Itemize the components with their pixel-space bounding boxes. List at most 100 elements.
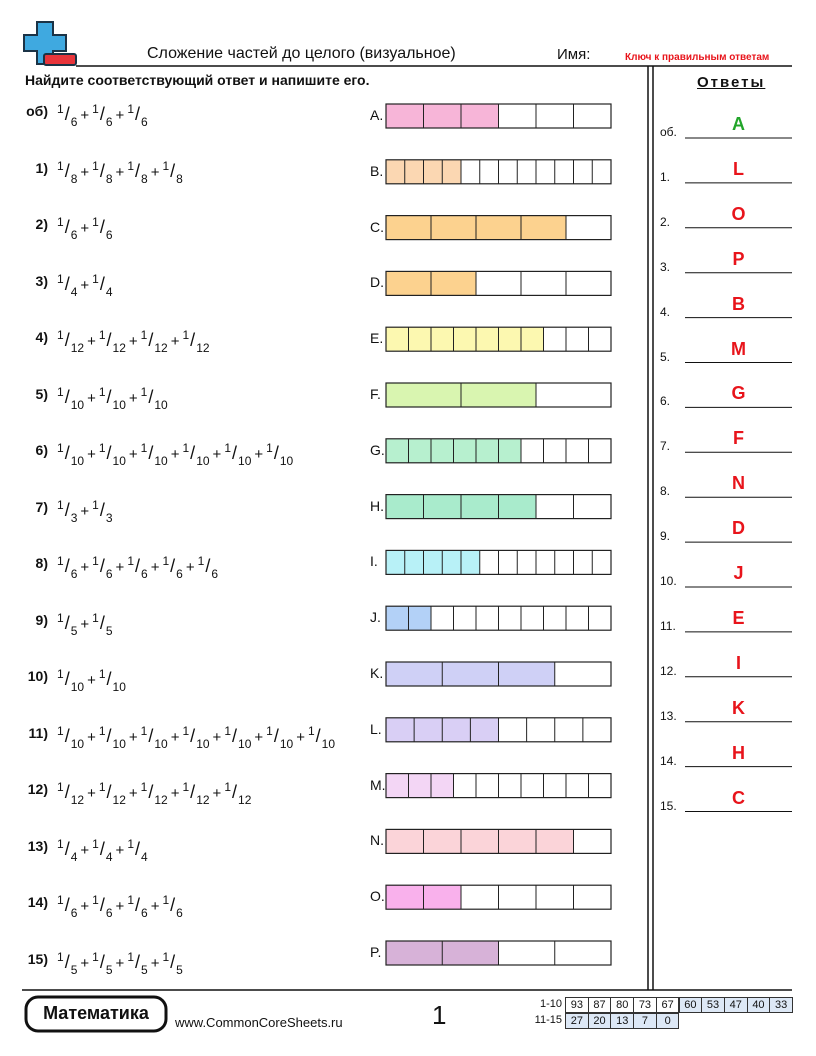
numerator: 1 <box>162 158 170 173</box>
fraction: 1/6 <box>92 890 112 922</box>
denominator: 4 <box>105 849 113 864</box>
fraction: 1/4 <box>57 834 77 866</box>
fraction: 1/8 <box>92 156 112 188</box>
numerator: 1 <box>57 384 64 399</box>
slash: / <box>135 104 141 124</box>
slash: / <box>106 330 112 350</box>
slash: / <box>148 386 154 407</box>
score-cell: 40 <box>746 997 771 1013</box>
answer-label: 9. <box>660 529 671 544</box>
slash: / <box>148 330 154 350</box>
plus: + <box>185 559 195 576</box>
score-cell: 27 <box>565 1013 589 1029</box>
problem-label: 4) <box>35 329 48 345</box>
answer-letter: K <box>732 697 745 718</box>
denominator: 10 <box>154 397 168 412</box>
denominator: 6 <box>141 906 148 920</box>
score-cell: 20 <box>587 1013 612 1029</box>
slash: / <box>135 895 141 915</box>
answer-label: 3. <box>660 259 671 274</box>
problem-label: 15) <box>27 950 48 967</box>
plus: + <box>296 728 305 746</box>
answer-label: 4. <box>660 304 671 319</box>
plus: + <box>170 728 180 746</box>
denominator: 5 <box>70 623 78 638</box>
score-cell: 53 <box>701 997 725 1013</box>
fraction: 1/10 <box>266 721 293 753</box>
slash: / <box>106 443 112 463</box>
answer-label: 12. <box>660 663 677 678</box>
choice-letter: B. <box>370 162 384 179</box>
numerator: 1 <box>182 723 190 738</box>
slash: / <box>106 669 112 689</box>
choice-letter: H. <box>370 497 384 514</box>
shaded-part <box>386 829 574 854</box>
numerator: 1 <box>98 780 106 794</box>
expression: 1/6 +1/6 +1/6 +1/6 <box>57 890 357 922</box>
plus: + <box>87 672 96 689</box>
slash: / <box>135 556 141 576</box>
answer-letter: D <box>732 518 745 539</box>
answer-letter: E <box>732 607 745 628</box>
plus: + <box>115 559 125 576</box>
plus: + <box>80 615 90 633</box>
logo <box>23 21 77 66</box>
numerator: 1 <box>92 215 99 229</box>
numerator: 1 <box>57 215 64 229</box>
expression: 1/10 +1/10 +1/10 <box>57 382 357 414</box>
fraction: 1/12 <box>141 777 168 809</box>
numerator: 1 <box>92 554 99 568</box>
numerator: 1 <box>92 102 99 116</box>
numerator: 1 <box>98 667 106 681</box>
slash: / <box>135 838 141 859</box>
slash: / <box>64 217 70 237</box>
answer-label: 5. <box>660 349 671 364</box>
denominator: 6 <box>105 115 113 129</box>
numerator: 1 <box>98 328 106 342</box>
bar-frame <box>385 270 612 296</box>
numerator: 1 <box>127 836 134 851</box>
slash: / <box>64 330 70 350</box>
expression: 1/3 +1/3 <box>57 495 357 527</box>
fraction: 1/10 <box>99 664 126 696</box>
plus: + <box>80 107 90 124</box>
fraction: 1/10 <box>99 382 126 414</box>
answer-letter: H <box>732 742 745 763</box>
numerator: 1 <box>92 271 99 286</box>
answer-label: 1. <box>660 169 671 184</box>
slash: / <box>170 556 176 576</box>
denominator: 10 <box>70 680 85 694</box>
fraction: 1/10 <box>99 438 126 470</box>
slash: / <box>106 782 112 802</box>
numerator: 1 <box>127 893 134 907</box>
denominator: 12 <box>112 793 126 807</box>
denominator: 10 <box>238 736 252 751</box>
numerator: 1 <box>266 441 273 455</box>
answer-label: 2. <box>660 214 671 229</box>
fraction: 1/6 <box>127 99 147 131</box>
slash: / <box>64 951 70 972</box>
fraction: 1/10 <box>308 721 335 753</box>
denominator: 5 <box>176 962 183 977</box>
plus: + <box>115 898 125 915</box>
fraction: 1/3 <box>57 495 77 527</box>
choice-letter: L. <box>370 720 382 737</box>
problem-label: об) <box>26 103 48 119</box>
problem-label: 13) <box>27 837 48 854</box>
fraction: 1/12 <box>99 325 126 357</box>
denominator: 10 <box>70 736 85 751</box>
numerator: 1 <box>182 441 190 455</box>
numerator: 1 <box>224 780 231 794</box>
denominator: 8 <box>70 171 78 186</box>
fraction: 1/6 <box>92 99 112 131</box>
slash: / <box>190 443 196 463</box>
slash: / <box>170 951 176 972</box>
problem-label: 12) <box>27 781 48 797</box>
fraction: 1/10 <box>141 721 168 753</box>
fraction: 1/4 <box>57 269 77 301</box>
choice-letter: F. <box>370 386 381 402</box>
fraction: 1/10 <box>182 721 209 753</box>
denominator: 10 <box>196 736 210 751</box>
denominator: 10 <box>70 397 85 412</box>
slash: / <box>64 782 70 802</box>
